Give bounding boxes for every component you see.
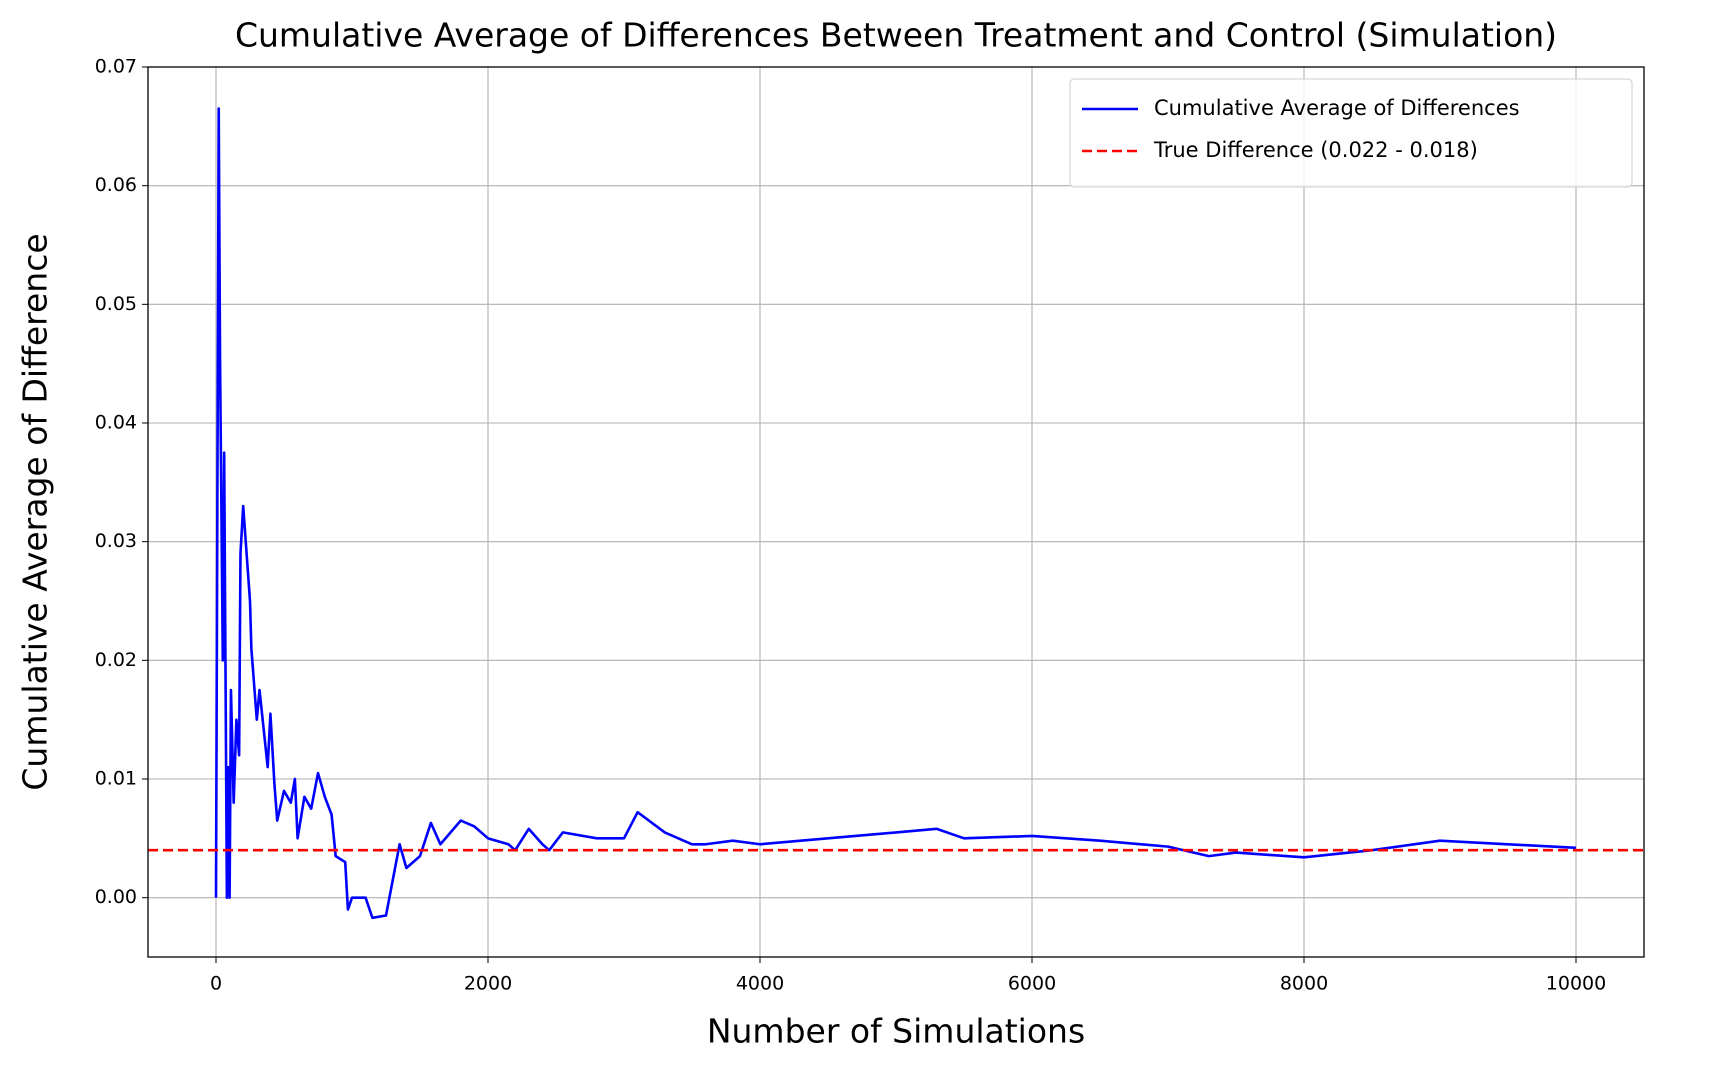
legend-label: True Difference (0.022 - 0.018) bbox=[1153, 138, 1478, 162]
chart-title: Cumulative Average of Differences Betwee… bbox=[235, 16, 1557, 55]
x-tick-label: 4000 bbox=[736, 973, 784, 995]
legend-box bbox=[1069, 78, 1633, 188]
y-tick-label: 0.00 bbox=[95, 886, 137, 908]
y-tick-label: 0.04 bbox=[95, 412, 137, 434]
x-tick-label: 8000 bbox=[1280, 973, 1328, 995]
y-tick-label: 0.03 bbox=[95, 530, 137, 552]
data-line bbox=[214, 107, 1577, 920]
plot-frame bbox=[147, 66, 1645, 958]
x-tick-label: 2000 bbox=[464, 973, 512, 995]
y-axis-label: Cumulative Average of Difference bbox=[16, 233, 55, 790]
x-tick-label: 0 bbox=[210, 973, 222, 995]
y-tick-label: 0.05 bbox=[95, 293, 137, 315]
y-tick-label: 0.02 bbox=[95, 649, 137, 671]
y-tick-label: 0.06 bbox=[95, 174, 137, 196]
legend-label: Cumulative Average of Differences bbox=[1154, 96, 1520, 120]
x-tick-label: 10000 bbox=[1546, 973, 1606, 995]
y-tick-label: 0.07 bbox=[95, 56, 137, 78]
x-axis-label: Number of Simulations bbox=[707, 1012, 1085, 1051]
y-tick-label: 0.01 bbox=[95, 768, 137, 790]
x-tick-label: 6000 bbox=[1008, 973, 1056, 995]
